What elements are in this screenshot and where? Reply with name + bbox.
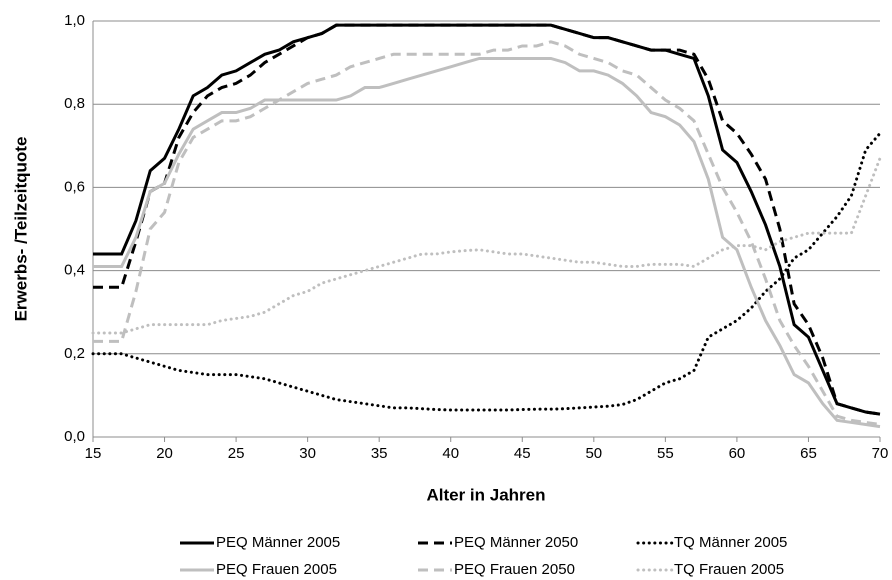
x-tick-label: 65 (800, 445, 817, 462)
series-line (91, 131, 882, 412)
series-line (93, 23, 881, 416)
x-tick-label: 20 (156, 445, 173, 462)
x-tick-label: 40 (442, 445, 459, 462)
y-axis-title: Erwerbs- /Teilzeitquote (11, 137, 30, 322)
x-tick-label: 15 (85, 445, 102, 462)
series-line (91, 156, 882, 335)
y-tick-label: 0,2 (64, 345, 85, 362)
x-tick-label: 70 (872, 445, 889, 462)
y-tick-label: 0,4 (64, 262, 85, 279)
legend-label: TQ Frauen 2005 (674, 561, 784, 578)
legend-label: PEQ Männer 2050 (454, 534, 578, 551)
x-tick-label: 60 (729, 445, 746, 462)
legend-label: PEQ Frauen 2005 (216, 561, 337, 578)
x-tick-label: 30 (299, 445, 316, 462)
legend-label: PEQ Frauen 2050 (454, 561, 575, 578)
x-tick-label: 50 (585, 445, 602, 462)
legend-label: PEQ Männer 2005 (216, 534, 340, 551)
x-axis-title: Alter in Jahren (426, 485, 545, 504)
series-line (93, 40, 881, 427)
y-tick-label: 0,0 (64, 428, 85, 445)
series-line (93, 56, 881, 429)
series-line (93, 23, 881, 416)
x-tick-label: 45 (514, 445, 531, 462)
y-tick-label: 0,6 (64, 178, 85, 195)
x-tick-label: 55 (657, 445, 674, 462)
x-tick-label: 35 (371, 445, 388, 462)
x-tick-label: 25 (228, 445, 245, 462)
y-tick-label: 1,0 (64, 12, 85, 29)
legend-label: TQ Männer 2005 (674, 534, 787, 551)
y-tick-label: 0,8 (64, 95, 85, 112)
